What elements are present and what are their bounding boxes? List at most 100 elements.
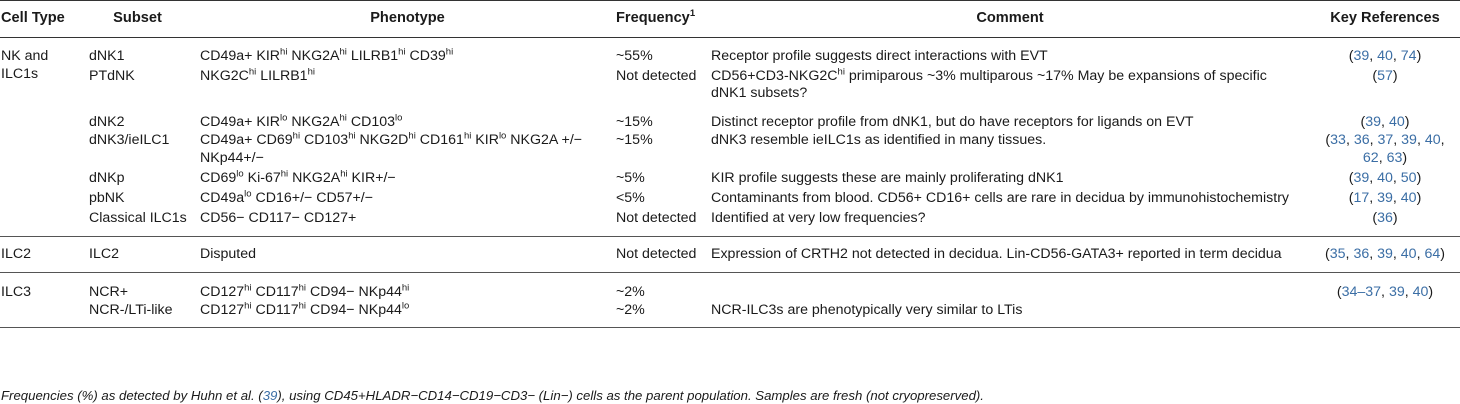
col-header-key-references: Key References [1330,10,1440,27]
table-row: PTdNK NKG2Chi LILRB1hi Not detected CD56… [0,66,1460,103]
footnote-text: ), using CD45+HLADR−CD14−CD19−CD3− (Lin−… [277,388,984,403]
reference-link[interactable]: 17 [1353,189,1370,206]
col-header-comment: Comment [976,10,1044,27]
col-header-phenotype: Phenotype [370,10,445,27]
subset-cell: NCR+ [89,284,129,300]
cell-type-cell [0,131,76,167]
table-row: ILC3 NCR+ CD127hi CD117hi CD94− NKp44hi … [0,273,1460,302]
subset-cell: dNK1 [89,48,125,64]
references-cell [1310,302,1460,328]
col-header-cell-type: Cell Type [1,10,65,27]
phenotype-cell: CD127hi CD117hi CD94− NKp44lo [200,299,410,318]
reference-link[interactable]: 35 [1329,245,1346,262]
reference-link[interactable]: 39 [1401,132,1417,148]
frequency-cell: ~2% [616,284,645,300]
comment-cell: Expression of CRTH2 not detected in deci… [711,245,1282,262]
subset-cell: dNK2 [89,113,125,130]
reference-link[interactable]: 39 [1353,48,1370,64]
reference-link[interactable]: 39 [1388,284,1405,300]
references-cell: (39, 40, 74) [1348,48,1422,64]
subset-cell: pbNK [89,189,125,206]
frequency-cell: ~55% [616,48,653,64]
phenotype-cell: CD49a+ CD69hi CD103hi NKG2Dhi CD161hi KI… [200,130,583,166]
references-cell: (35, 36, 39, 40, 64) [1325,245,1445,262]
reference-link[interactable]: 74 [1400,48,1417,64]
frequency-header-label: Frequency [616,10,690,27]
reference-link[interactable]: 34–37 [1341,284,1382,300]
cell-type-cell [0,207,76,236]
reference-link[interactable]: 40 [1412,284,1429,300]
table-footnote: Frequencies (%) as detected by Huhn et a… [1,388,984,403]
comment-cell: Identified at very low frequencies? [711,210,926,226]
subset-cell: NCR-/LTi-like [89,301,173,318]
comment-cell: Receptor profile suggests direct interac… [711,48,1048,64]
frequency-cell: Not detected [616,67,697,84]
reference-link[interactable]: 62 [1362,149,1379,166]
references-cell: (33, 36, 37, 39, 40, 62, 63) [1325,132,1445,166]
table-row: ILC2 ILC2 Disputed Not detected Expressi… [0,236,1460,273]
reference-link[interactable]: 36 [1377,210,1393,226]
reference-link[interactable]: 40 [1400,245,1417,262]
references-cell: (39, 40) [1360,113,1410,130]
frequency-cell: ~2% [616,301,645,318]
references-cell: (57) [1372,67,1398,84]
reference-link[interactable]: 40 [1377,170,1393,186]
cell-type-cell [0,188,76,208]
table-row: dNK3/ieILC1 CD49a+ CD69hi CD103hi NKG2Dh… [0,131,1460,167]
reference-link[interactable]: 33 [1330,132,1346,148]
subset-cell: Classical ILC1s [89,210,187,226]
comment-cell: Distinct receptor profile from dNK1, but… [711,113,1194,130]
references-cell: (34–37, 39, 40) [1336,284,1434,300]
phenotype-cell: NKG2Chi LILRB1hi [200,65,315,84]
subset-cell: ILC2 [89,245,119,262]
comment-text: primiparous ~3% multiparous ~17% May be … [711,67,1267,102]
immune-cell-table: Cell Type Subset Phenotype Frequency1 Co… [0,0,1460,328]
frequency-cell: <5% [616,189,645,206]
reference-link[interactable]: 39 [1353,170,1370,186]
reference-link[interactable]: 64 [1424,245,1441,262]
table-row: Classical ILC1s CD56− CD117− CD127+ Not … [0,207,1460,236]
comment-text: CD56+CD3-NKG2C [711,67,838,84]
reference-link[interactable]: 40 [1400,189,1417,206]
phenotype-cell: Disputed [200,245,256,262]
references-cell: (36) [1372,210,1398,226]
cell-type-cell [0,103,76,132]
comment-cell: KIR profile suggests these are mainly pr… [711,170,1064,186]
reference-link[interactable]: 40 [1377,48,1393,64]
cell-type-label: ILC1s [1,65,39,82]
footnote-text: Frequencies (%) as detected by Huhn et a… [1,388,263,403]
reference-link[interactable]: 36 [1353,132,1370,148]
col-header-frequency: Frequency1 [616,1,710,38]
table-row: pbNK CD49alo CD16+/− CD57+/− <5% Contami… [0,188,1460,208]
comment-cell: CD56+CD3-NKG2Chi primiparous ~3% multipa… [710,66,1310,103]
references-cell: (17, 39, 40) [1348,189,1422,206]
subset-cell: dNK3/ieILC1 [89,132,170,148]
reference-link[interactable]: 39 [1377,245,1393,262]
cell-type-cell: ILC3 [1,284,31,300]
header-row: Cell Type Subset Phenotype Frequency1 Co… [0,0,1460,38]
reference-link[interactable]: 40 [1388,113,1405,130]
col-header-subset: Subset [113,10,162,27]
reference-link[interactable]: 39 [262,388,278,403]
reference-link[interactable]: 50 [1400,170,1417,186]
table-row: NK and ILC1s dNK1 CD49a+ KIRhi NKG2Ahi LI… [0,38,1460,81]
reference-link[interactable]: 57 [1377,67,1393,84]
phenotype-cell: CD49alo CD16+/− CD57+/− [200,187,374,206]
frequency-cell: ~15% [616,132,653,148]
frequency-cell: Not detected [616,210,697,226]
reference-link[interactable]: 39 [1377,189,1393,206]
phenotype-cell: CD49a+ KIRlo NKG2Ahi CD103lo [200,111,403,130]
reference-link[interactable]: 36 [1353,245,1370,262]
table-row: dNKp CD69lo Ki-67hi NKG2Ahi KIR+/− ~5% K… [0,167,1460,188]
comment-cell [710,273,1310,302]
reference-link[interactable]: 39 [1365,113,1382,130]
cell-type-cell: ILC2 [1,245,31,262]
reference-link[interactable]: 40 [1424,132,1441,148]
references-cell: (39, 40, 50) [1348,170,1422,186]
reference-link[interactable]: 63 [1386,149,1403,166]
reference-link[interactable]: 37 [1377,132,1394,148]
cell-type-label: NK and [1,48,49,64]
frequency-footnote-mark: 1 [689,8,696,20]
comment-superscript: hi [837,65,845,77]
